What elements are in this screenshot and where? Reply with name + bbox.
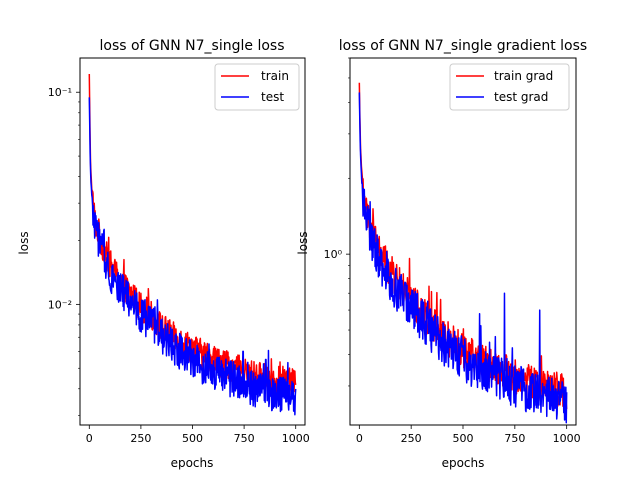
left-legend: train test bbox=[214, 63, 300, 111]
right-chart-title: loss of GNN N7_single gradient loss bbox=[339, 38, 587, 54]
right-legend-label-test-grad: test grad bbox=[494, 90, 548, 104]
left-y-tick-label: 10⁻¹ bbox=[48, 86, 72, 99]
right-legend: train grad test grad bbox=[449, 63, 570, 111]
right-legend-label-train-grad: train grad bbox=[494, 69, 553, 83]
left-y-ticks: 10⁻² 10⁻¹ bbox=[48, 86, 80, 416]
left-x-tick-label: 500 bbox=[182, 432, 203, 445]
right-x-tick-label: 750 bbox=[504, 432, 525, 445]
left-y-tick-label: 10⁻² bbox=[48, 298, 72, 311]
right-y-axis-label: loss bbox=[296, 231, 310, 254]
right-x-tick-label: 500 bbox=[453, 432, 474, 445]
left-series-train-line bbox=[88, 73, 297, 397]
left-x-axis-label: epochs bbox=[171, 456, 214, 470]
left-x-tick-label: 750 bbox=[234, 432, 255, 445]
left-plot-lines bbox=[88, 73, 297, 416]
right-x-tick-label: 0 bbox=[356, 432, 363, 445]
right-y-tick-label: 10⁰ bbox=[324, 248, 343, 261]
left-chart-title: loss of GNN N7_single loss bbox=[99, 38, 284, 54]
left-x-tick-label: 250 bbox=[130, 432, 151, 445]
right-x-ticks: 0 250 500 750 1000 bbox=[356, 425, 581, 445]
left-x-tick-label: 0 bbox=[86, 432, 93, 445]
right-x-tick-label: 1000 bbox=[553, 432, 581, 445]
right-x-tick-label: 250 bbox=[401, 432, 422, 445]
right-plot-lines bbox=[358, 82, 568, 424]
right-x-axis-label: epochs bbox=[442, 456, 485, 470]
right-subplot: loss of GNN N7_single gradient loss 0 250… bbox=[296, 38, 587, 470]
left-series-test-line bbox=[88, 97, 297, 416]
left-subplot: loss of GNN N7_single loss 0 250 500 750 100… bbox=[17, 38, 310, 470]
left-y-axis-label: loss bbox=[17, 231, 31, 254]
left-x-tick-label: 1000 bbox=[282, 432, 310, 445]
right-series-train-grad-line bbox=[358, 82, 568, 410]
left-legend-label-train: train bbox=[261, 69, 289, 83]
right-series-test-grad-line bbox=[358, 92, 568, 424]
right-y-ticks: 10⁰ bbox=[324, 57, 350, 387]
left-x-ticks: 0 250 500 750 1000 bbox=[86, 425, 310, 445]
left-legend-label-test: test bbox=[261, 90, 284, 104]
